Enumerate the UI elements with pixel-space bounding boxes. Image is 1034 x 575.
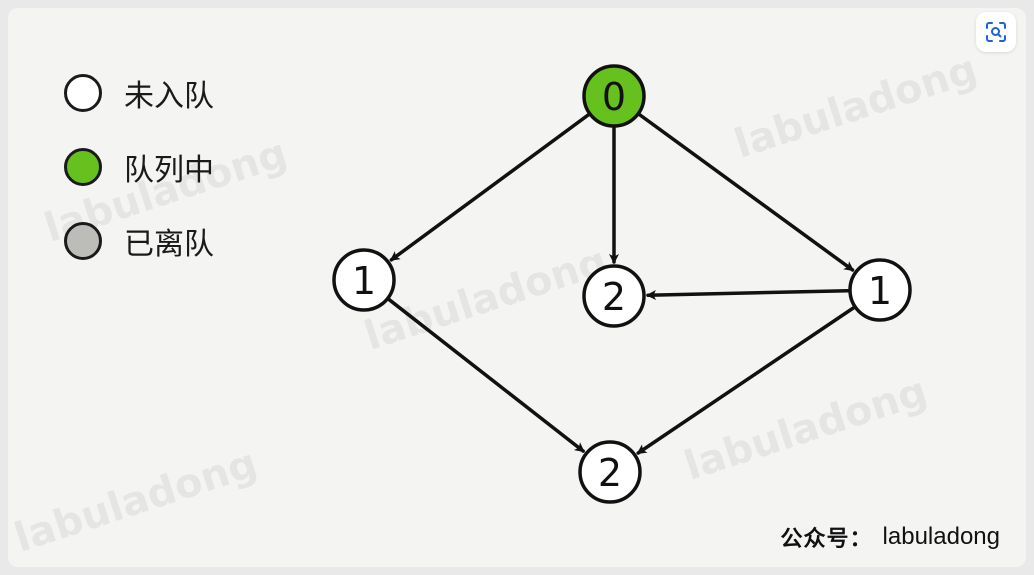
edge-n1b-n2b	[636, 306, 856, 455]
edge-n1b-n2a	[645, 288, 850, 301]
node-circle	[582, 264, 646, 328]
legend-in-queue: 队列中	[64, 142, 214, 192]
legend-unvisited-label: 未入队	[124, 79, 214, 114]
edge-n0-n1b	[638, 113, 855, 272]
bfs-graph: 0 1 2 1 2	[332, 64, 912, 504]
node-label: 1	[352, 259, 376, 303]
node-circle	[578, 440, 642, 504]
footer-prefix: 公众号：	[780, 526, 873, 552]
scan-button[interactable]	[976, 12, 1016, 52]
edge-n1a-n2b	[387, 297, 585, 453]
node-n1b: 1	[848, 258, 912, 322]
edge-n0-n1a	[389, 113, 590, 262]
node-label: 0	[602, 75, 626, 119]
node-label: 1	[868, 269, 892, 313]
node-n2b: 2	[578, 440, 642, 504]
node-circle	[332, 248, 396, 312]
legend-unvisited: 未入队	[64, 68, 214, 118]
node-circle	[582, 64, 646, 128]
node-circle	[848, 258, 912, 322]
node-n0: 0	[582, 64, 646, 128]
diagram-canvas: labuladong labuladong labuladong labulad…	[8, 8, 1026, 567]
legend-dequeued-label: 已离队	[124, 227, 214, 262]
legend-unvisited-swatch	[64, 74, 102, 112]
node-n2a: 2	[582, 264, 646, 328]
footer-name: labuladong	[882, 523, 1000, 550]
node-label: 2	[602, 275, 626, 319]
footer: 公众号： labuladong	[781, 521, 1000, 553]
node-n1a: 1	[332, 248, 396, 312]
scan-icon	[986, 22, 1006, 42]
legend-dequeued: 已离队	[64, 216, 214, 266]
legend-in-queue-label: 队列中	[124, 153, 214, 188]
legend-in-queue-swatch	[64, 148, 102, 186]
node-label: 2	[598, 451, 622, 495]
legend-dequeued-swatch	[64, 222, 102, 260]
